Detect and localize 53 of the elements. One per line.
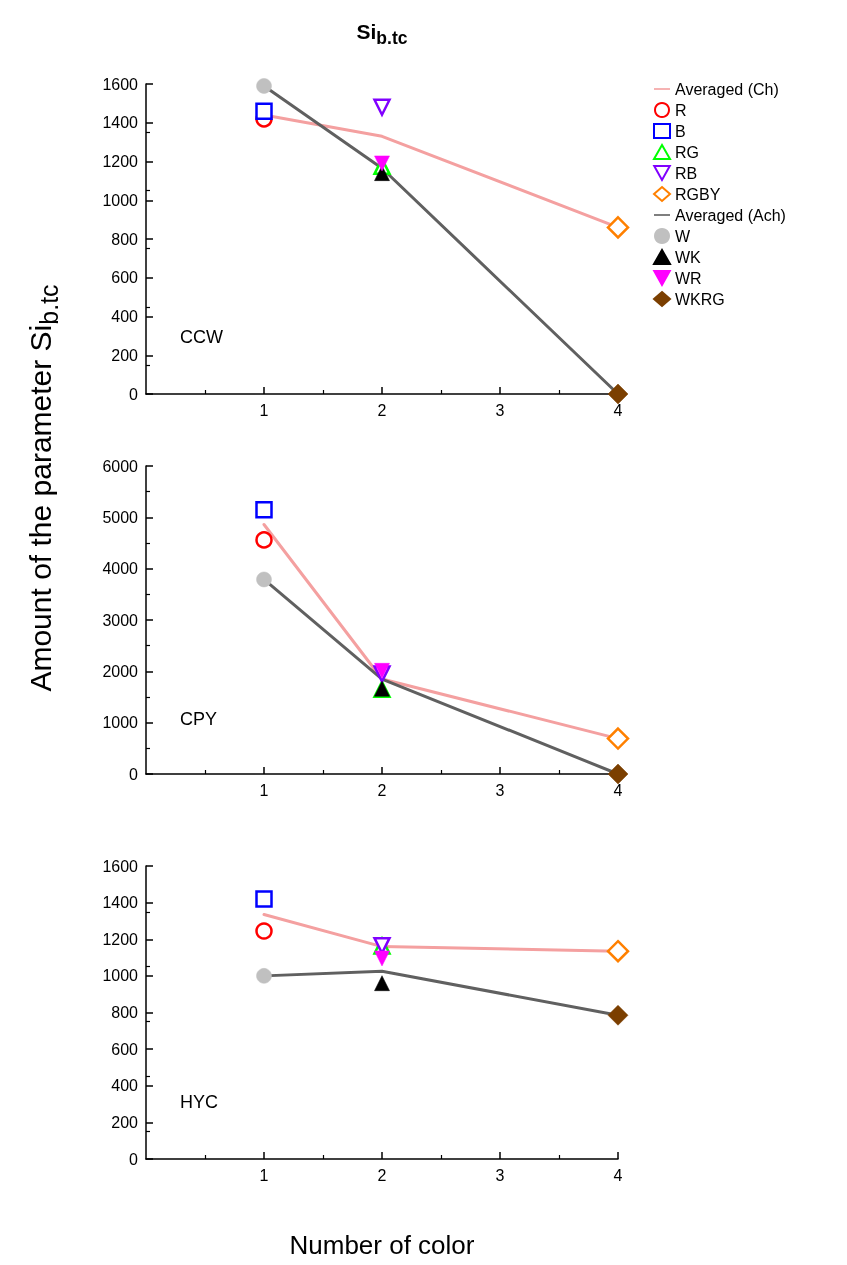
legend-label: RG (675, 143, 699, 161)
y-tick-label: 5000 (102, 508, 139, 526)
y-tick-label: 600 (111, 269, 139, 287)
y-tick-label: 4000 (102, 560, 139, 578)
chart-title: Si$_{b.tc}$ (355, 20, 409, 50)
x-tick-label: 2 (377, 1166, 387, 1184)
y-tick-label: 400 (111, 308, 139, 325)
annotation: CPY (180, 709, 218, 729)
y-tick-label: 400 (111, 1077, 139, 1095)
x-tick-label: 4 (613, 1166, 623, 1184)
legend-label: RB (675, 164, 698, 182)
y-tick-label: 1400 (102, 894, 139, 912)
y-tick-label: 200 (111, 346, 139, 364)
x-tick-label: 3 (495, 401, 505, 419)
legend-label: WK (675, 248, 702, 266)
y-tick-label: 1600 (102, 75, 139, 93)
x-tick-label: 4 (613, 401, 623, 419)
y-tick-label: 6000 (102, 457, 139, 475)
y-tick-label: 1200 (102, 930, 139, 948)
x-axis-title: Number of color (288, 1230, 476, 1261)
y-tick-label: 1600 (102, 857, 139, 875)
x-tick-label: 1 (259, 401, 269, 419)
x-tick-label: 2 (377, 781, 387, 799)
y-tick-label: 1200 (102, 153, 139, 170)
legend-label: RGBY (675, 185, 721, 203)
legend-label: Averaged (Ch) (675, 80, 779, 98)
y-tick-label: 1000 (102, 714, 139, 732)
y-tick-label: 800 (111, 230, 139, 248)
y-tick-label: 2000 (102, 662, 139, 680)
annotation: HYC (180, 1092, 219, 1112)
x-tick-label: 2 (377, 401, 387, 419)
legend-label: WKRG (675, 290, 725, 308)
x-tick-label: 1 (259, 1166, 269, 1184)
legend-label: Averaged (Ach) (675, 206, 786, 224)
y-tick-label: 0 (129, 385, 139, 403)
legend-label: B (675, 122, 686, 140)
y-tick-label: 800 (111, 1004, 139, 1021)
legend-label: WR (675, 269, 702, 287)
annotation: CCW (180, 327, 223, 347)
legend-label: R (675, 101, 687, 119)
x-tick-label: 4 (613, 781, 623, 799)
y-tick-label: 1400 (102, 114, 139, 132)
y-tick-label: 3000 (102, 611, 139, 629)
x-tick-label: 3 (495, 781, 505, 799)
y-tick-label: 0 (129, 765, 139, 783)
y-tick-label: 1000 (102, 191, 139, 209)
y-tick-label: 1000 (102, 967, 139, 985)
x-tick-label: 3 (495, 1166, 505, 1184)
y-tick-label: 0 (129, 1150, 139, 1168)
legend-label: W (675, 227, 691, 245)
x-tick-label: 1 (259, 781, 269, 799)
y-tick-label: 200 (111, 1113, 139, 1131)
y-tick-label: 600 (111, 1040, 139, 1058)
